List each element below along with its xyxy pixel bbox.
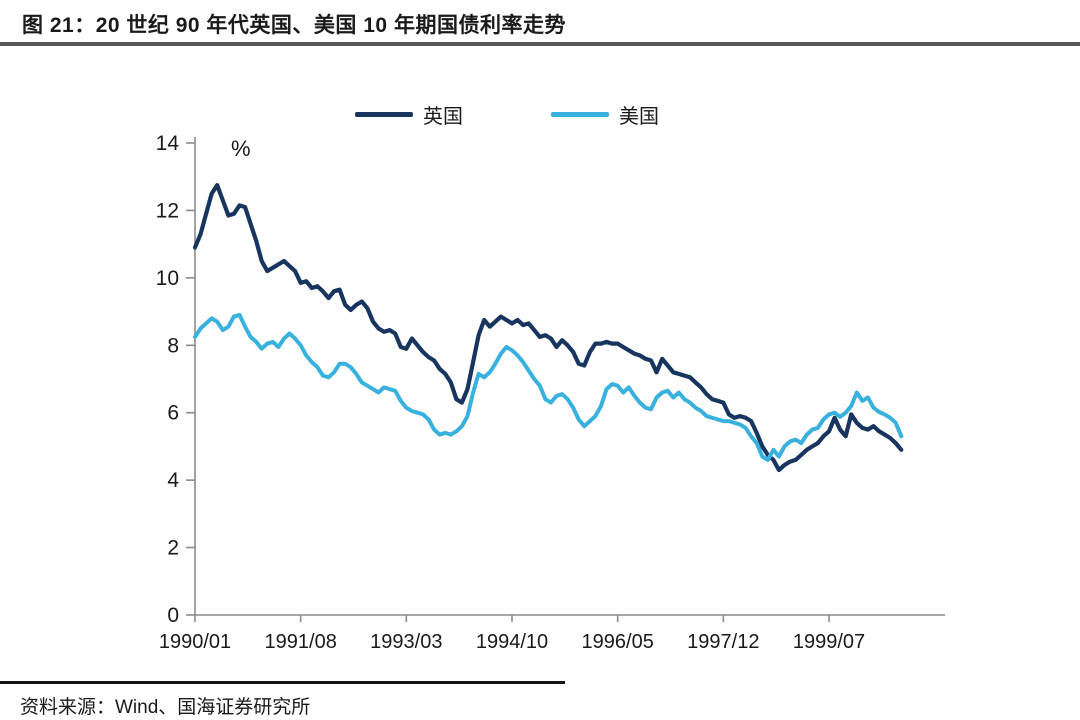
x-tick-label: 1993/03 bbox=[370, 631, 442, 653]
y-tick-label: 2 bbox=[167, 537, 179, 560]
x-tick-label: 1990/01 bbox=[159, 631, 231, 653]
legend-label-us: 美国 bbox=[619, 106, 659, 128]
uk-yield-line bbox=[192, 183, 904, 473]
y-tick-label: 6 bbox=[167, 402, 179, 425]
y-tick-label: 14 bbox=[156, 132, 180, 155]
x-tick-label: 1991/08 bbox=[265, 631, 337, 653]
source-divider bbox=[0, 681, 565, 684]
us-yield-line bbox=[193, 312, 904, 462]
us-line-swatch bbox=[551, 112, 609, 117]
y-tick-label: 4 bbox=[167, 469, 179, 492]
legend-item-uk: 英国 bbox=[355, 100, 463, 129]
y-tick-label: 8 bbox=[167, 334, 179, 357]
x-tick-label: 1994/10 bbox=[476, 631, 548, 653]
x-tick-label: 1997/12 bbox=[687, 631, 759, 653]
y-tick-label: 12 bbox=[156, 199, 179, 222]
legend-label-uk: 英国 bbox=[423, 106, 463, 128]
title-divider bbox=[0, 42, 1080, 46]
page-title: 图 21：20 世纪 90 年代英国、美国 10 年期国债利率走势 bbox=[22, 14, 566, 37]
legend-item-us: 美国 bbox=[551, 100, 659, 129]
y-unit-label: % bbox=[231, 136, 251, 161]
legend: 英国 美国 bbox=[355, 100, 659, 129]
uk-line-swatch bbox=[355, 112, 413, 117]
source-text: 资料来源：Wind、国海证券研究所 bbox=[20, 697, 311, 718]
y-tick-label: 0 bbox=[167, 604, 179, 627]
x-tick-label: 1996/05 bbox=[582, 631, 654, 653]
x-tick-label: 1999/07 bbox=[793, 631, 865, 653]
y-tick-label: 10 bbox=[156, 267, 179, 290]
